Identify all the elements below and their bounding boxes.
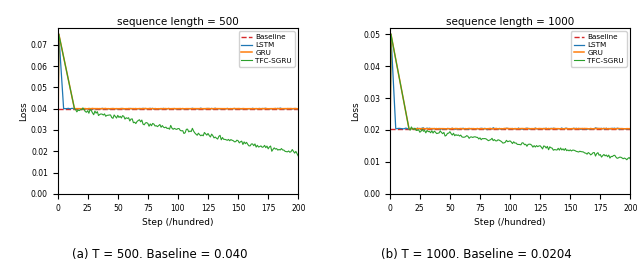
Baseline: [54, 107, 61, 110]
Text: (b) T = 1000. Baseline = 0.0204: (b) T = 1000. Baseline = 0.0204: [381, 248, 572, 261]
TFC-SGRU: [143, 121, 150, 124]
LSTM: [627, 127, 634, 130]
TFC-SGRU: [409, 127, 417, 130]
Legend: Baseline, LSTM, GRU, TFC-SGRU: Baseline, LSTM, GRU, TFC-SGRU: [571, 31, 627, 67]
LSTM: [54, 192, 61, 196]
Line: GRU: GRU: [58, 34, 298, 194]
GRU: [185, 107, 193, 110]
GRU: [387, 32, 395, 36]
LSTM: [294, 107, 302, 110]
TFC-SGRU: [294, 154, 302, 158]
TFC-SGRU: [55, 32, 63, 36]
LSTM: [475, 127, 483, 130]
LSTM: [387, 32, 395, 36]
GRU: [294, 107, 302, 111]
TFC-SGRU: [275, 148, 283, 151]
Line: LSTM: LSTM: [58, 34, 298, 194]
TFC-SGRU: [387, 32, 395, 36]
LSTM: [143, 107, 150, 110]
LSTM: [156, 107, 164, 111]
LSTM: [77, 107, 84, 111]
TFC-SGRU: [56, 38, 64, 42]
Text: (a) T = 500. Baseline = 0.040: (a) T = 500. Baseline = 0.040: [72, 248, 248, 261]
GRU: [275, 107, 283, 110]
Title: sequence length = 500: sequence length = 500: [117, 17, 239, 27]
Title: sequence length = 1000: sequence length = 1000: [446, 17, 574, 27]
GRU: [607, 127, 615, 130]
GRU: [517, 127, 525, 130]
Baseline: [386, 127, 394, 130]
Baseline: [55, 107, 63, 110]
Y-axis label: Loss: Loss: [351, 101, 360, 120]
GRU: [388, 39, 396, 42]
LSTM: [55, 32, 63, 36]
TFC-SGRU: [488, 137, 496, 140]
LSTM: [388, 56, 396, 59]
TFC-SGRU: [475, 137, 483, 141]
LSTM: [275, 107, 283, 111]
GRU: [54, 192, 61, 196]
TFC-SGRU: [185, 130, 193, 134]
TFC-SGRU: [77, 108, 84, 111]
LSTM: [517, 127, 525, 131]
Line: TFC-SGRU: TFC-SGRU: [58, 34, 298, 194]
X-axis label: Step (/hundred): Step (/hundred): [142, 218, 214, 227]
LSTM: [56, 51, 64, 54]
GRU: [55, 32, 63, 36]
TFC-SGRU: [54, 192, 61, 196]
Line: LSTM: LSTM: [390, 34, 630, 194]
GRU: [627, 127, 634, 130]
GRU: [143, 107, 150, 111]
TFC-SGRU: [388, 39, 396, 42]
GRU: [488, 127, 496, 130]
GRU: [156, 107, 164, 111]
LSTM: [607, 127, 615, 130]
GRU: [386, 192, 394, 196]
GRU: [475, 127, 483, 130]
Line: GRU: GRU: [390, 34, 630, 194]
GRU: [56, 38, 64, 42]
TFC-SGRU: [607, 155, 615, 158]
LSTM: [488, 127, 496, 131]
TFC-SGRU: [517, 143, 525, 147]
TFC-SGRU: [386, 192, 394, 196]
LSTM: [185, 107, 193, 111]
LSTM: [409, 127, 417, 131]
TFC-SGRU: [156, 123, 164, 126]
Legend: Baseline, LSTM, GRU, TFC-SGRU: Baseline, LSTM, GRU, TFC-SGRU: [239, 31, 294, 67]
Baseline: [387, 127, 395, 130]
GRU: [77, 107, 84, 111]
X-axis label: Step (/hundred): Step (/hundred): [474, 218, 546, 227]
TFC-SGRU: [627, 158, 634, 161]
GRU: [409, 127, 417, 130]
Y-axis label: Loss: Loss: [19, 101, 28, 120]
Line: TFC-SGRU: TFC-SGRU: [390, 34, 630, 194]
LSTM: [386, 192, 394, 196]
